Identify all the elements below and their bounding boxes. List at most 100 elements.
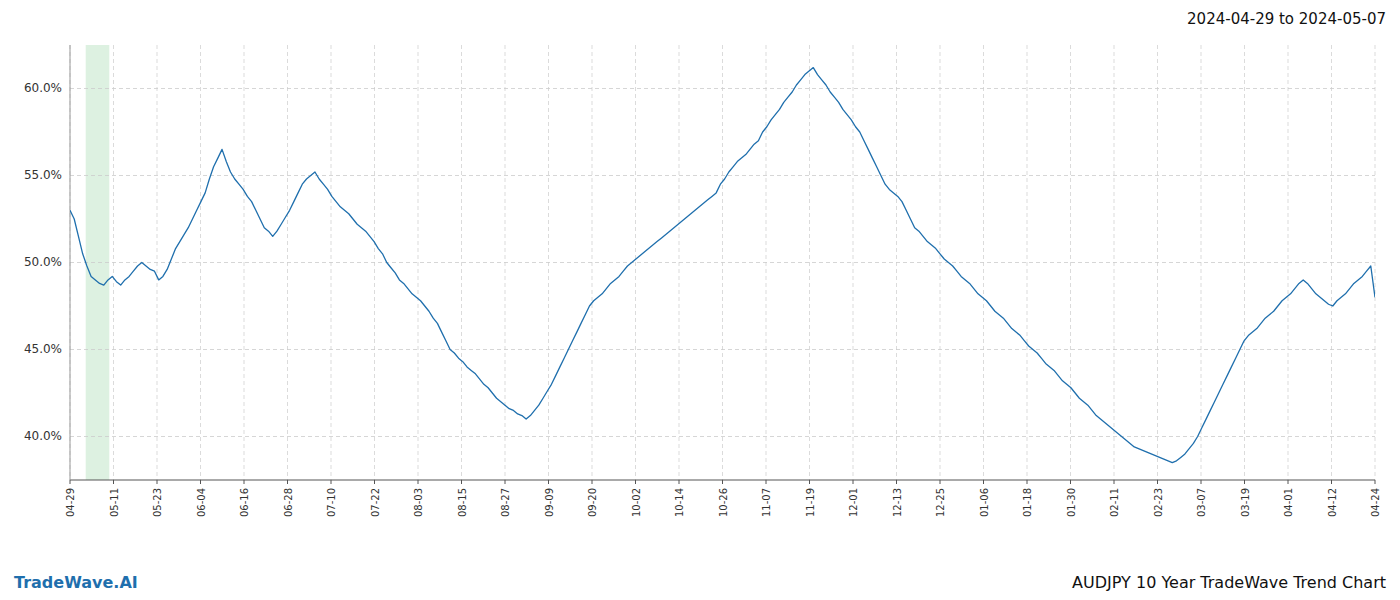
x-grid-line bbox=[331, 45, 332, 480]
x-grid-line bbox=[200, 45, 201, 480]
x-tick-label: 08-15 bbox=[457, 488, 468, 517]
x-tick-label: 12-01 bbox=[848, 488, 859, 517]
x-tick bbox=[1288, 480, 1289, 484]
x-tick bbox=[1027, 480, 1028, 484]
x-tick-label: 02-23 bbox=[1153, 488, 1164, 517]
x-tick bbox=[505, 480, 506, 484]
x-tick bbox=[1157, 480, 1158, 484]
x-tick bbox=[983, 480, 984, 484]
x-tick bbox=[1331, 480, 1332, 484]
x-grid-line bbox=[983, 45, 984, 480]
x-tick bbox=[70, 480, 71, 484]
x-grid-line bbox=[287, 45, 288, 480]
x-grid-line bbox=[1331, 45, 1332, 480]
y-grid-line bbox=[70, 436, 1375, 437]
x-grid-line bbox=[548, 45, 549, 480]
trend-line bbox=[70, 68, 1375, 463]
x-tick bbox=[679, 480, 680, 484]
x-tick-label: 01-30 bbox=[1066, 488, 1077, 517]
y-tick-label: 50.0% bbox=[24, 255, 62, 269]
x-grid-line bbox=[1288, 45, 1289, 480]
chart-name-label: AUDJPY 10 Year TradeWave Trend Chart bbox=[1072, 573, 1386, 592]
x-grid-line bbox=[505, 45, 506, 480]
x-tick-label: 01-18 bbox=[1022, 488, 1033, 517]
x-tick-label: 04-12 bbox=[1327, 488, 1338, 517]
x-tick bbox=[1201, 480, 1202, 484]
x-grid-line bbox=[635, 45, 636, 480]
x-tick-label: 06-28 bbox=[283, 488, 294, 517]
x-tick bbox=[809, 480, 810, 484]
x-grid-line bbox=[1201, 45, 1202, 480]
x-grid-line bbox=[244, 45, 245, 480]
x-tick-label: 10-02 bbox=[631, 488, 642, 517]
x-tick bbox=[1070, 480, 1071, 484]
x-tick-label: 03-19 bbox=[1240, 488, 1251, 517]
title: 2024-04-29 to 2024-05-07 bbox=[1187, 10, 1386, 28]
x-grid-line bbox=[853, 45, 854, 480]
x-grid-line bbox=[1157, 45, 1158, 480]
x-grid-line bbox=[940, 45, 941, 480]
x-grid-line bbox=[1244, 45, 1245, 480]
x-tick bbox=[1375, 480, 1376, 484]
grid bbox=[70, 45, 1375, 480]
y-tick-label: 45.0% bbox=[24, 342, 62, 356]
x-grid-line bbox=[113, 45, 114, 480]
x-tick-label: 09-20 bbox=[587, 488, 598, 517]
x-tick-label: 05-23 bbox=[152, 488, 163, 517]
x-grid-line bbox=[722, 45, 723, 480]
x-grid-line bbox=[1114, 45, 1115, 480]
x-tick-label: 11-19 bbox=[805, 488, 816, 517]
x-tick bbox=[853, 480, 854, 484]
x-tick bbox=[548, 480, 549, 484]
x-tick bbox=[461, 480, 462, 484]
x-grid-line bbox=[896, 45, 897, 480]
x-tick-label: 12-25 bbox=[935, 488, 946, 517]
y-grid-line bbox=[70, 175, 1375, 176]
x-tick-label: 12-13 bbox=[892, 488, 903, 517]
x-tick bbox=[592, 480, 593, 484]
y-tick-label: 55.0% bbox=[24, 168, 62, 182]
x-tick-label: 06-16 bbox=[239, 488, 250, 517]
brand-label: TradeWave.AI bbox=[14, 573, 138, 592]
x-tick-label: 08-03 bbox=[413, 488, 424, 517]
x-tick bbox=[113, 480, 114, 484]
x-tick bbox=[1114, 480, 1115, 484]
x-tick-label: 09-09 bbox=[544, 488, 555, 517]
x-tick-label: 06-04 bbox=[196, 488, 207, 517]
x-tick bbox=[940, 480, 941, 484]
x-grid-line bbox=[1027, 45, 1028, 480]
x-tick bbox=[896, 480, 897, 484]
x-tick-label: 04-24 bbox=[1370, 488, 1381, 517]
x-grid-line bbox=[418, 45, 419, 480]
x-grid-line bbox=[374, 45, 375, 480]
x-tick bbox=[157, 480, 158, 484]
x-tick-label: 11-07 bbox=[761, 488, 772, 517]
x-tick bbox=[766, 480, 767, 484]
x-tick bbox=[287, 480, 288, 484]
x-tick bbox=[374, 480, 375, 484]
x-tick-label: 08-27 bbox=[500, 488, 511, 517]
series bbox=[70, 68, 1375, 463]
x-tick bbox=[635, 480, 636, 484]
x-tick bbox=[722, 480, 723, 484]
x-grid-line bbox=[1070, 45, 1071, 480]
x-grid-line bbox=[461, 45, 462, 480]
x-tick-label: 07-10 bbox=[326, 488, 337, 517]
x-grid-line bbox=[766, 45, 767, 480]
x-tick-label: 04-01 bbox=[1283, 488, 1294, 517]
x-tick-label: 07-22 bbox=[370, 488, 381, 517]
x-grid-line bbox=[157, 45, 158, 480]
x-tick-label: 10-14 bbox=[674, 488, 685, 517]
x-grid-line bbox=[1375, 45, 1376, 480]
y-tick-label: 40.0% bbox=[24, 429, 62, 443]
x-grid-line bbox=[592, 45, 593, 480]
x-tick-label: 05-11 bbox=[109, 488, 120, 517]
x-tick-label: 10-26 bbox=[718, 488, 729, 517]
x-tick-label: 03-07 bbox=[1196, 488, 1207, 517]
x-tick-label: 04-29 bbox=[65, 488, 76, 517]
y-tick-label: 60.0% bbox=[24, 81, 62, 95]
x-tick bbox=[418, 480, 419, 484]
x-grid-line bbox=[679, 45, 680, 480]
x-grid-line bbox=[70, 45, 71, 480]
y-axis-line bbox=[70, 45, 71, 480]
